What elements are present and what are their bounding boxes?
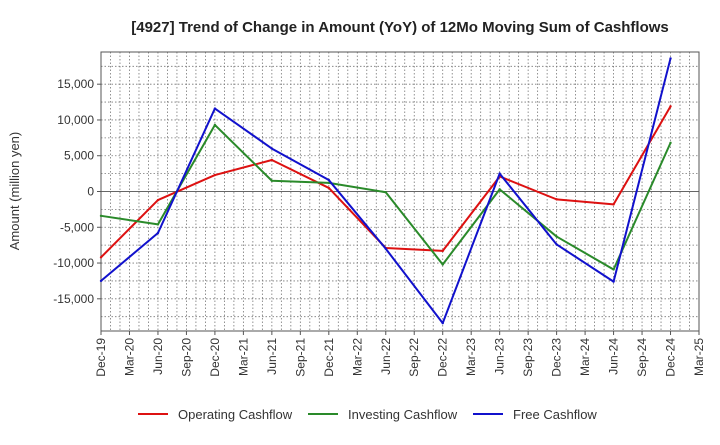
y-tick-label: 0 — [87, 185, 94, 199]
x-tick-label: Jun-24 — [607, 338, 621, 375]
legend-label-operating-cashflow: Operating Cashflow — [178, 407, 293, 422]
data-point-investing-cashflow — [99, 214, 103, 218]
x-tick-label: Mar-22 — [350, 338, 364, 376]
x-tick-label: Sep-21 — [293, 338, 307, 377]
data-point-free-cashflow — [555, 243, 558, 246]
x-tick-label: Jun-20 — [151, 338, 165, 375]
y-tick-label: -15,000 — [53, 292, 94, 306]
data-point-investing-cashflow — [498, 188, 501, 191]
x-tick-label: Sep-24 — [635, 338, 649, 377]
data-point-free-cashflow — [213, 107, 217, 110]
y-tick-label: 10,000 — [57, 113, 94, 127]
x-tick-label: Sep-22 — [407, 338, 421, 377]
x-tick-label: Jun-22 — [379, 338, 393, 375]
x-tick-label: Dec-20 — [208, 338, 222, 377]
x-tick-label: Sep-23 — [521, 338, 535, 377]
grid-layer — [100, 52, 700, 331]
legend-label-free-cashflow: Free Cashflow — [513, 407, 597, 422]
y-axis-title: Amount (million yen) — [7, 132, 22, 251]
x-tick-label: Sep-20 — [179, 338, 193, 377]
x-tick-label: Dec-24 — [664, 338, 678, 377]
x-tick-label: Dec-21 — [322, 338, 336, 377]
data-point-investing-cashflow — [555, 235, 558, 238]
x-tick-label: Mar-20 — [122, 338, 136, 376]
data-point-investing-cashflow — [669, 141, 672, 145]
data-point-operating-cashflow — [270, 158, 274, 162]
data-point-operating-cashflow — [669, 105, 672, 108]
x-tick-label: Mar-21 — [236, 338, 250, 376]
data-point-operating-cashflow — [612, 203, 615, 206]
legend: Operating Cashflow Investing Cashflow Free… — [138, 407, 597, 422]
data-point-operating-cashflow — [99, 256, 103, 259]
x-tick-label: Mar-24 — [578, 338, 592, 376]
data-point-operating-cashflow — [327, 186, 331, 190]
data-point-operating-cashflow — [555, 198, 558, 201]
data-point-investing-cashflow — [270, 179, 274, 182]
data-point-free-cashflow — [441, 321, 444, 325]
data-point-free-cashflow — [384, 247, 387, 250]
data-point-investing-cashflow — [612, 268, 615, 271]
x-tick-label: Dec-22 — [436, 338, 450, 377]
x-tick-label: Mar-23 — [464, 338, 478, 376]
y-tick-label: -10,000 — [53, 256, 94, 270]
x-tick-label: Dec-19 — [94, 338, 108, 377]
legend-label-investing-cashflow: Investing Cashflow — [348, 407, 458, 422]
y-tick-label: 5,000 — [64, 149, 94, 163]
data-point-free-cashflow — [99, 279, 103, 283]
data-point-investing-cashflow — [384, 191, 387, 194]
data-point-free-cashflow — [270, 147, 274, 150]
data-point-operating-cashflow — [441, 249, 444, 253]
series-layer — [99, 57, 672, 325]
data-point-free-cashflow — [498, 172, 501, 175]
y-tick-label: 15,000 — [57, 77, 94, 91]
data-point-free-cashflow — [612, 280, 615, 283]
data-point-investing-cashflow — [441, 263, 444, 266]
data-point-free-cashflow — [669, 57, 672, 60]
data-point-free-cashflow — [156, 231, 160, 235]
data-point-investing-cashflow — [213, 123, 217, 127]
data-point-operating-cashflow — [156, 198, 160, 202]
data-point-operating-cashflow — [213, 173, 217, 177]
data-point-free-cashflow — [327, 178, 331, 182]
x-tick-label: Mar-25 — [692, 338, 706, 376]
x-tick-label: Jun-21 — [265, 338, 279, 375]
x-tick-label: Jun-23 — [493, 338, 507, 375]
chart-title: [4927] Trend of Change in Amount (YoY) o… — [131, 19, 669, 36]
y-tick-label: -5,000 — [60, 220, 94, 234]
axis-layer: 15,000 10,000 5,000 0 -5,000 -10,000 -15,000 De… — [53, 51, 706, 377]
data-point-investing-cashflow — [156, 223, 160, 226]
x-tick-label: Dec-23 — [550, 338, 564, 377]
